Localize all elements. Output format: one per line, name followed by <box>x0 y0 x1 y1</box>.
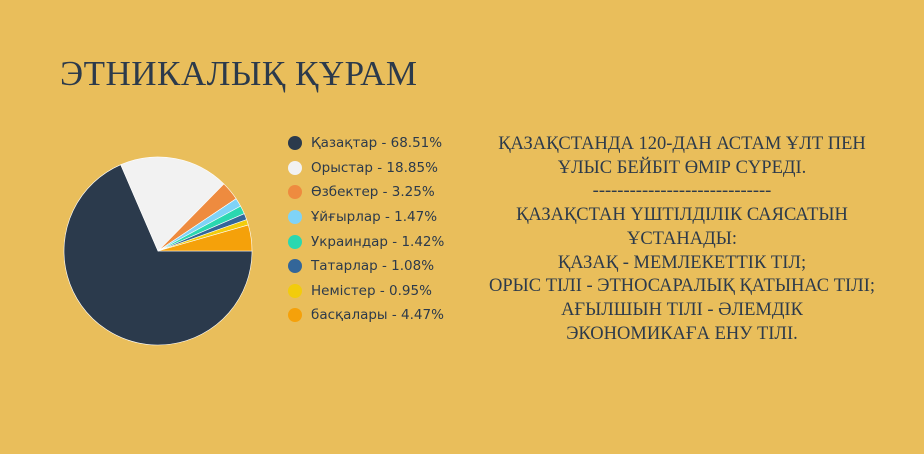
legend-item: Орыстар - 18.85% <box>288 156 444 181</box>
legend-item: Украиндар - 1.42% <box>288 229 444 254</box>
pie-slice-2 <box>120 156 225 252</box>
legend-dot-icon <box>288 160 302 175</box>
pie-chart <box>63 156 253 346</box>
legend-dot-icon <box>288 259 302 274</box>
legend-dot-icon <box>288 283 302 298</box>
legend-item: Ұйғырлар - 1.47% <box>288 205 444 230</box>
info-line: ҚАЗАҚСТАН ҮШТІЛДІЛІК САЯСАТЫН <box>516 205 848 226</box>
info-line: ҚАЗАҚ - МЕМЛЕКЕТТІК ТІЛ; <box>557 252 807 273</box>
info-line: ЭКОНОМИКАҒА ЕНУ ТІЛІ. <box>566 323 798 344</box>
legend-item: Немістер - 0.95% <box>288 279 444 304</box>
legend-dot-icon <box>288 234 302 249</box>
legend-label: Қазақтар - 68.51% <box>311 135 443 152</box>
chart-legend: Қазақтар - 68.51% Орыстар - 18.85% Өзбекте… <box>288 131 444 328</box>
legend-label: Украиндар - 1.42% <box>311 233 445 250</box>
pie-slice-1 <box>63 164 253 346</box>
legend-label: Немістер - 0.95% <box>311 282 432 299</box>
legend-item: Татарлар - 1.08% <box>288 254 444 279</box>
legend-label: Орыстар - 18.85% <box>311 159 438 176</box>
page-title: ЭТНИКАЛЫҚ ҚҰРАМ <box>60 54 418 93</box>
legend-dot-icon <box>288 185 302 200</box>
legend-label: Татарлар - 1.08% <box>311 258 435 275</box>
info-line: АҒЫЛШЫН ТІЛІ - ӘЛЕМДІК <box>561 299 803 320</box>
info-text: ҚАЗАҚСТАНДА 120-ДАН АСТАМ ҰЛТ ПЕН ҰЛЫС Б… <box>462 133 902 346</box>
info-line: ҚАЗАҚСТАНДА 120-ДАН АСТАМ ҰЛТ ПЕН <box>498 134 866 154</box>
legend-label: басқалары - 4.47% <box>311 307 444 324</box>
legend-item: Өзбектер - 3.25% <box>288 180 444 205</box>
info-line: ҰЛЫС БЕЙБІТ ӨМІР СҮРЕДІ. <box>557 157 807 178</box>
legend-label: Өзбектер - 3.25% <box>311 184 435 201</box>
legend-dot-icon <box>288 136 302 151</box>
info-line: ҰСТАНАДЫ: <box>626 228 738 249</box>
info-line: ----------------------------- <box>592 181 772 202</box>
info-line: ОРЫС ТІЛІ - ЭТНОСАРАЛЫҚ ҚАТЫНАС ТІЛІ; <box>488 276 876 297</box>
legend-item: басқалары - 4.47% <box>288 303 444 328</box>
legend-item: Қазақтар - 68.51% <box>288 131 444 156</box>
legend-label: Ұйғырлар - 1.47% <box>311 209 438 226</box>
legend-dot-icon <box>288 210 302 225</box>
legend-dot-icon <box>288 308 302 323</box>
pie-slice-8 <box>157 224 253 252</box>
